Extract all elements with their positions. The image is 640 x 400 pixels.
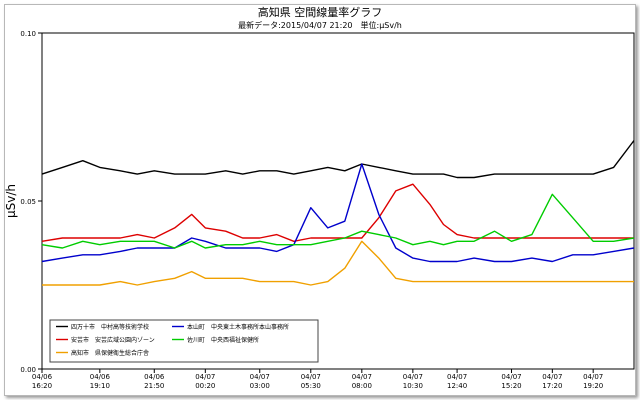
x-tick-date: 04/07 [195, 373, 215, 381]
x-tick-date: 04/07 [447, 373, 467, 381]
y-tick-label: 0.05 [20, 198, 36, 206]
series-layer [41, 140, 635, 286]
x-tick-time: 10:30 [403, 382, 423, 390]
x-tick-time: 03:00 [250, 382, 270, 390]
legend-label: 四万十市 中村高等技術学校 [71, 323, 149, 331]
x-tick-date: 04/06 [144, 373, 165, 381]
plot-area [41, 32, 635, 370]
series-line-0 [41, 140, 635, 179]
x-tick-date: 04/06 [90, 373, 111, 381]
x-tick-date: 04/07 [542, 373, 562, 381]
legend-label: 高知市 県保健衛生総合庁舎 [71, 349, 149, 357]
x-tick-time: 05:30 [301, 382, 321, 390]
x-tick-time: 12:40 [447, 382, 467, 390]
series-line-4 [41, 193, 635, 249]
series-line-2 [42, 240, 634, 286]
x-tick-time: 21:50 [144, 382, 164, 390]
x-tick-time: 19:10 [90, 382, 110, 390]
x-tick-time: 16:20 [32, 382, 52, 390]
x-tick-time: 17:20 [542, 382, 562, 390]
legend-label: 本山町 中央東土木事務所本山事務所 [187, 323, 289, 331]
x-tick-date: 04/07 [403, 373, 423, 381]
legend-label: 安芸市 安芸広域公園内ゾーン [71, 336, 155, 344]
x-tick-date: 04/07 [301, 373, 321, 381]
legend-label: 佐川町 中央西福祉保健所 [187, 336, 259, 344]
x-tick-date: 04/06 [32, 373, 53, 381]
x-tick-time: 08:00 [352, 382, 372, 390]
x-tick-time: 19:20 [583, 382, 603, 390]
x-tick-date: 04/07 [250, 373, 270, 381]
series-line-3 [41, 163, 635, 263]
x-tick-date: 04/07 [352, 373, 372, 381]
y-tick-label: 0.10 [20, 30, 36, 38]
y-axis-label: μSv/h [4, 184, 18, 218]
chart-title: 高知県 空間線量率グラフ [258, 5, 383, 19]
x-axis: 04/0616:2004/0619:1004/0621:5004/0700:20… [32, 369, 603, 390]
x-tick-date: 04/07 [583, 373, 603, 381]
y-tick-label: 0.00 [20, 366, 36, 374]
x-tick-date: 04/07 [501, 373, 521, 381]
y-axis: 0.00 0.05 0.10 [20, 30, 42, 374]
chart-subtitle: 最新データ:2015/04/07 21:20 単位:μSv/h [238, 20, 402, 30]
x-tick-time: 00:20 [195, 382, 215, 390]
legend-box [49, 319, 319, 363]
x-tick-time: 15:20 [501, 382, 521, 390]
